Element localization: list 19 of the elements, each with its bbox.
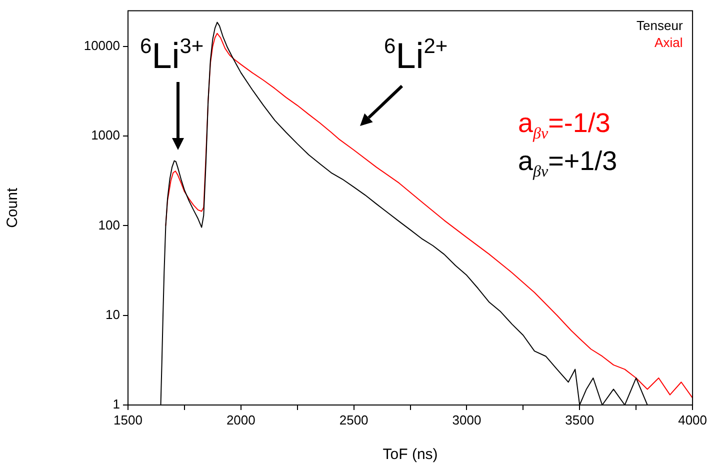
y-tick-label: 1 xyxy=(112,396,120,412)
annotation: a$_{βν}$=-1/3 xyxy=(518,108,610,142)
annotation: a$_{βν}$=+1/3 xyxy=(518,146,618,180)
y-tick-label: 1000 xyxy=(91,128,120,143)
x-tick-label: 2500 xyxy=(339,412,368,428)
x-tick-label: 3000 xyxy=(452,412,482,428)
y-tick-label: 10 xyxy=(106,306,120,322)
y-tick-label: 10000 xyxy=(84,38,120,54)
annotation: $^{6}$Li$^{3+}$ xyxy=(140,35,204,76)
y-axis-title: Count xyxy=(4,187,22,228)
text: Tenseur xyxy=(636,16,683,34)
x-tick-label: 1500 xyxy=(114,412,142,428)
annotation: $^{6}$Li$^{2+}$ xyxy=(384,35,448,76)
x-tick-label: 2000 xyxy=(226,412,256,428)
text: Axial xyxy=(654,34,683,51)
x-tick-label: 4000 xyxy=(678,412,707,428)
y-tick-label: 100 xyxy=(98,217,120,232)
x-axis-title: ToF (ns) xyxy=(382,446,438,464)
x-tick-label: 3500 xyxy=(565,412,594,428)
